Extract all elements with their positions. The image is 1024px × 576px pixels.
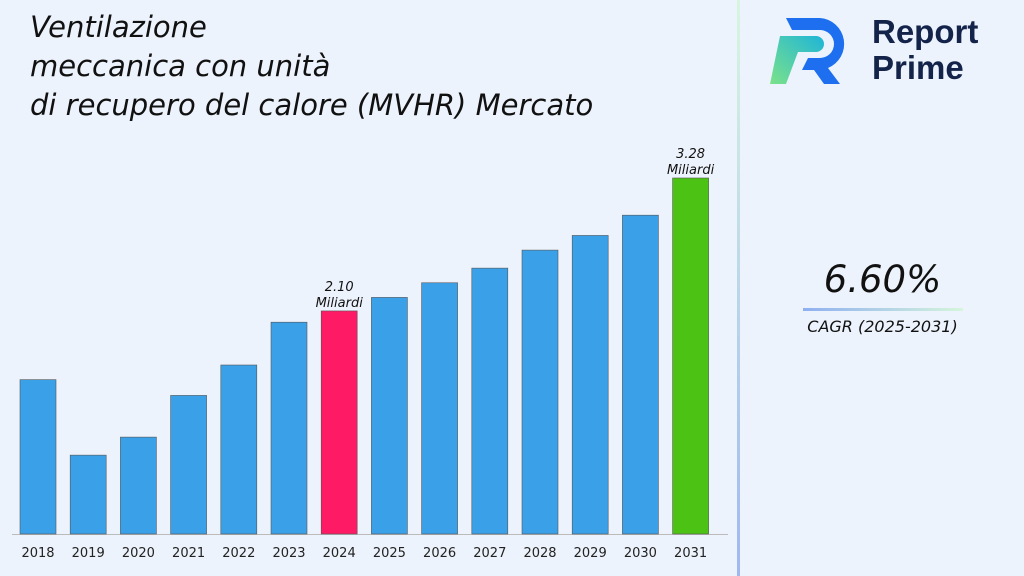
bar-2022 (220, 364, 258, 535)
brand-line: Report (872, 13, 979, 50)
logo-icon (770, 18, 845, 84)
x-tick-label: 2020 (122, 546, 155, 561)
bar-chart: 2018 2019 2020 2021 2022 2023 20242.10Miliardi… (12, 147, 728, 561)
divider (737, 0, 740, 576)
cagr-underline (803, 308, 963, 311)
x-tick-label: 2019 (72, 546, 105, 561)
x-tick-label: 2024 (323, 546, 356, 561)
bar-2020 (120, 436, 157, 535)
bar-2031 (672, 177, 709, 535)
bar-2028 (521, 249, 559, 535)
x-tick-label: 2027 (473, 546, 506, 561)
x-tick-label: 2018 (21, 546, 54, 561)
x-tick-label: 2026 (423, 546, 456, 561)
bar-2026 (421, 282, 458, 535)
x-tick-label: 2031 (674, 546, 707, 561)
bar-2019 (69, 454, 107, 535)
x-tick-label: 2023 (272, 546, 305, 561)
bar-2029 (571, 235, 609, 535)
title-line: meccanica con unità (30, 49, 331, 83)
report-prime-logo: Report Prime (768, 14, 1008, 86)
brand-name: Report Prime (872, 14, 978, 86)
bar-2021 (170, 395, 207, 535)
brand-line: Prime (872, 49, 964, 86)
data-label: Miliardi (316, 296, 364, 311)
x-tick-label: 2021 (172, 546, 205, 561)
x-tick-label: 2028 (523, 546, 556, 561)
x-tick-label: 2022 (222, 546, 255, 561)
x-tick-label: 2025 (373, 546, 406, 561)
bar-2023 (270, 321, 308, 535)
cagr-value: 6.60% (823, 258, 942, 301)
x-tick-label: 2029 (574, 546, 607, 561)
title-line: Ventilazione (30, 10, 207, 44)
cagr-label: CAGR (2025-2031) (807, 317, 958, 336)
bar-2018 (19, 379, 57, 535)
chart-title: Ventilazione meccanica con unità di recu… (30, 8, 593, 125)
data-label: Miliardi (667, 163, 715, 178)
data-label: 3.28 (676, 147, 705, 162)
bar-2030 (622, 214, 659, 535)
data-label: 2.10 (325, 280, 354, 295)
bar-2025 (371, 297, 408, 535)
title-line: di recupero del calore (MVHR) Mercato (30, 88, 594, 122)
bar-2024 (320, 310, 358, 535)
x-tick-label: 2030 (624, 546, 657, 561)
bar-2027 (471, 267, 509, 535)
